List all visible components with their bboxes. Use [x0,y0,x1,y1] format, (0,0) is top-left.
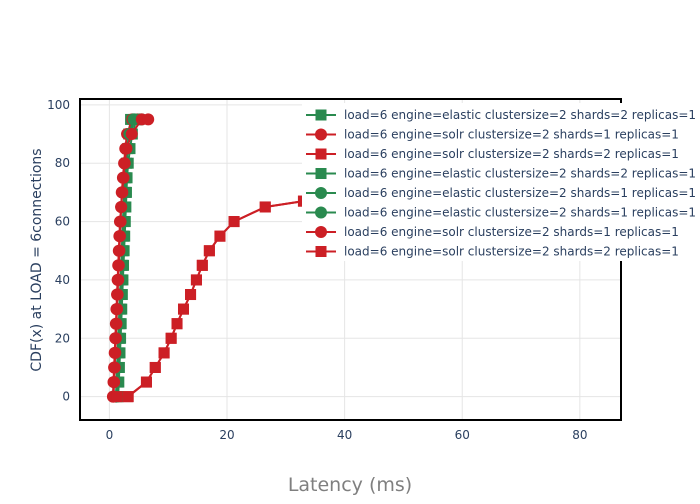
data-point [140,376,152,388]
x-axis-title: Latency (ms) [288,474,412,496]
data-point [125,128,138,141]
data-point [190,274,202,286]
tick-layer: 0 20 40 60 80 0 20 40 60 80 100 [47,98,587,442]
data-point [118,157,131,170]
data-point [185,289,197,301]
data-point [109,332,122,345]
legend-background [302,103,698,261]
data-point [114,215,127,228]
legend-label: load=6 engine=elastic clustersize=2 shar… [344,186,696,200]
legend-marker [315,187,327,199]
legend-label: load=6 engine=solr clustersize=2 shards=… [344,225,679,239]
x-tick-label: 0 [106,428,114,442]
data-point [214,230,226,242]
legend-marker [315,128,327,141]
data-point [115,200,128,213]
y-axis-title: CDF(x) at LOAD = 6connections [29,148,45,371]
legend-label: load=6 engine=elastic clustersize=2 shar… [344,167,696,181]
legend-item[interactable]: load=6 engine=solr clustersize=2 shards=… [306,225,679,239]
data-point [112,273,125,286]
legend-item[interactable]: load=6 engine=solr clustersize=2 shards=… [306,128,679,142]
y-tick-label: 100 [47,98,70,112]
data-point [108,376,121,389]
legend-marker [315,109,327,121]
data-point [171,318,183,330]
legend-marker [315,206,327,219]
x-tick-label: 60 [455,428,470,442]
legend-label: load=6 engine=solr clustersize=2 shards=… [344,128,679,142]
legend-item[interactable]: load=6 engine=elastic clustersize=2 shar… [306,167,696,181]
data-point [259,201,271,213]
series-layer [106,113,309,403]
legend-item[interactable]: load=6 engine=solr clustersize=2 shards=… [306,147,679,161]
series-7 [107,113,155,403]
legend-label: load=6 engine=elastic clustersize=2 shar… [344,206,696,220]
data-point [113,244,126,257]
data-point [122,391,134,403]
data-point [177,303,189,315]
data-point [203,245,215,257]
data-point [111,303,124,316]
data-point [116,186,129,199]
data-point [165,332,177,344]
series-line [117,200,304,398]
y-tick-label: 40 [55,273,70,287]
data-point [117,171,130,184]
legend-item[interactable]: load=6 engine=solr clustersize=2 shards=… [306,245,679,259]
x-tick-label: 40 [337,428,352,442]
data-point [113,230,126,243]
data-point [196,259,208,271]
legend-item[interactable]: load=6 engine=elastic clustersize=2 shar… [306,108,696,122]
data-point [110,317,123,330]
y-tick-label: 80 [55,156,70,170]
data-point [149,361,161,373]
data-point [142,113,155,126]
data-point [111,391,123,403]
legend-item[interactable]: load=6 engine=elastic clustersize=2 shar… [306,206,696,220]
y-tick-label: 0 [62,390,70,404]
data-point [228,216,240,228]
legend-item[interactable]: load=6 engine=elastic clustersize=2 shar… [306,186,696,200]
legend-label: load=6 engine=solr clustersize=2 shards=… [344,245,679,259]
y-tick-label: 20 [55,331,70,345]
data-point [158,347,170,359]
x-tick-label: 80 [572,428,587,442]
legend-marker [315,226,327,238]
legend: load=6 engine=elastic clustersize=2 shar… [306,108,696,259]
legend-label: load=6 engine=elastic clustersize=2 shar… [344,108,696,122]
data-point [120,142,133,155]
legend-marker [315,246,327,257]
data-point [108,361,121,374]
legend-marker [315,168,327,179]
legend-marker [315,148,327,160]
y-tick-label: 60 [55,215,70,229]
data-point [111,288,124,301]
data-point [109,346,122,359]
x-tick-label: 20 [219,428,234,442]
legend-label: load=6 engine=solr clustersize=2 shards=… [344,147,679,161]
data-point [112,259,125,272]
